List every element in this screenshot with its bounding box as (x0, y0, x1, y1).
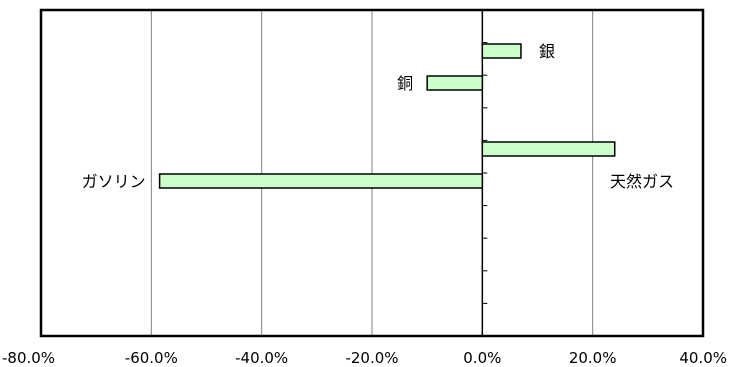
bar (481, 43, 522, 59)
bar (158, 173, 484, 189)
x-tick-label: 0.0% (463, 349, 501, 367)
x-tick-label: 40.0% (679, 349, 727, 367)
bar-label: ガソリン (82, 172, 146, 191)
x-tick-label: -80.0% (2, 349, 55, 367)
x-tick-label: -40.0% (235, 349, 288, 367)
x-tick-label: -60.0% (125, 349, 178, 367)
bar-label: 銀 (539, 42, 555, 61)
bar-label: 銅 (397, 74, 413, 93)
x-tick-label: 20.0% (569, 349, 617, 367)
plot-frame (39, 8, 705, 338)
bar-label: 天然ガス (610, 172, 674, 191)
bar (481, 141, 616, 157)
bar (426, 75, 484, 91)
x-tick-label: -20.0% (345, 349, 398, 367)
